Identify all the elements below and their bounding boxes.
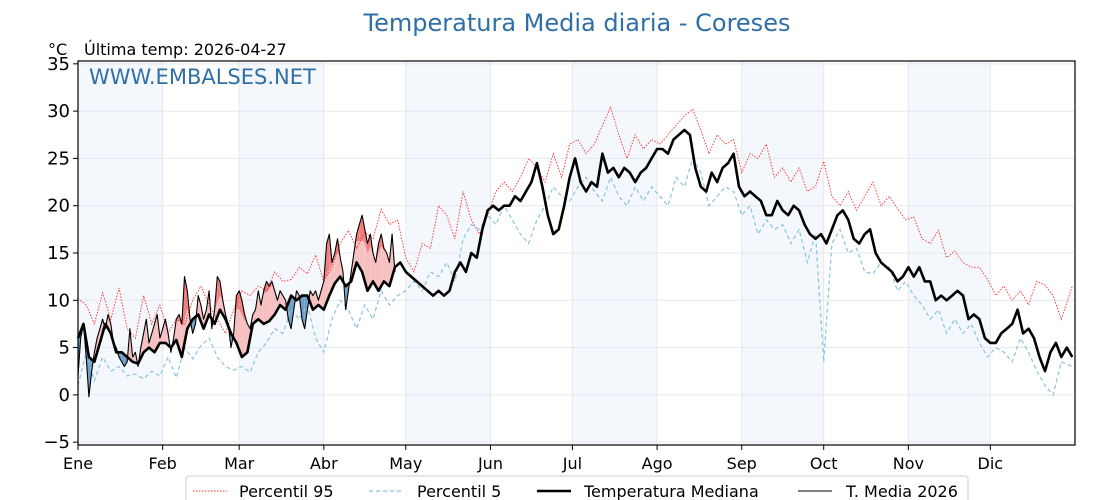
above-p95-fill	[359, 215, 363, 241]
last-temp-subtitle: Última temp: 2026-04-27	[84, 40, 287, 59]
legend-label: Percentil 95	[239, 482, 334, 500]
x-tick-label: Ene	[63, 454, 93, 473]
above-p95-fill	[378, 234, 382, 253]
series-percentil-95	[77, 106, 1073, 340]
above-p95-fill	[367, 234, 371, 253]
series-temperatura-mediana	[76, 128, 1074, 373]
above-median-fill	[132, 352, 136, 363]
y-tick-label: 0	[59, 385, 70, 406]
y-tick-label: 10	[47, 290, 70, 311]
x-tick-label: Feb	[149, 454, 177, 473]
x-tick-label: Oct	[810, 454, 838, 473]
below-median-fill	[121, 352, 125, 367]
x-tick-label: Jun	[477, 454, 503, 473]
x-tick-label: Abr	[310, 454, 338, 473]
above-median-fill	[375, 243, 379, 291]
x-tick-label: Sep	[727, 454, 757, 473]
above-median-fill	[383, 248, 387, 284]
grid-lines	[77, 61, 1075, 445]
x-tick-label: May	[389, 454, 422, 473]
above-median-fill	[389, 234, 393, 287]
above-median-fill	[258, 290, 262, 322]
x-tick-label: Nov	[893, 454, 924, 473]
y-tick-label: 5	[59, 338, 70, 359]
above-median-fill	[269, 281, 272, 322]
series-t-media-2026	[77, 214, 396, 398]
above-p95-fill	[266, 281, 270, 293]
chart-title: Temperatura Media diaria - Coreses	[363, 9, 791, 37]
above-median-fill	[143, 319, 147, 353]
above-median-fill	[179, 314, 182, 358]
y-axis: −5 0 5 10 15 20 25 30 35	[43, 54, 78, 453]
legend-box	[185, 475, 969, 500]
above-median-fill	[261, 290, 264, 324]
y-tick-label: 20	[47, 196, 70, 217]
y-tick-label: 25	[47, 148, 70, 169]
x-tick-label: Ago	[642, 454, 673, 473]
series-percentil-5	[77, 156, 1073, 397]
above-p95-fill	[326, 234, 330, 276]
above-p95-fill	[217, 276, 221, 303]
x-tick-label: Dic	[978, 454, 1004, 473]
x-axis: Ene Feb Mar Abr May Jun Jul Ago Sep Oct Nov Dic	[63, 445, 1003, 473]
y-tick-label: −5	[43, 432, 70, 453]
above-median-fill	[271, 281, 275, 318]
above-p95-fill	[239, 290, 242, 315]
watermark: WWW.EMBALSES.NET	[89, 65, 316, 89]
above-median-fill	[154, 314, 158, 353]
below-median-fill	[118, 352, 122, 362]
y-unit-label: °C	[48, 40, 67, 59]
x-tick-label: Jul	[562, 454, 582, 473]
legend-label: T. Media 2026	[845, 482, 958, 500]
x-tick-label: Mar	[224, 454, 255, 473]
series-lines	[76, 106, 1074, 398]
legend: Percentil 95 Percentil 5 Temperatura Media…	[185, 475, 969, 500]
y-tick-label: 30	[47, 101, 70, 122]
above-median-fill	[162, 319, 166, 343]
above-median-fill	[312, 290, 316, 310]
legend-label: Percentil 5	[417, 482, 501, 500]
y-tick-label: 15	[47, 243, 70, 264]
legend-label: Temperatura Mediana	[583, 482, 759, 500]
y-tick-label: 35	[47, 54, 70, 75]
above-median-fill	[244, 314, 248, 355]
